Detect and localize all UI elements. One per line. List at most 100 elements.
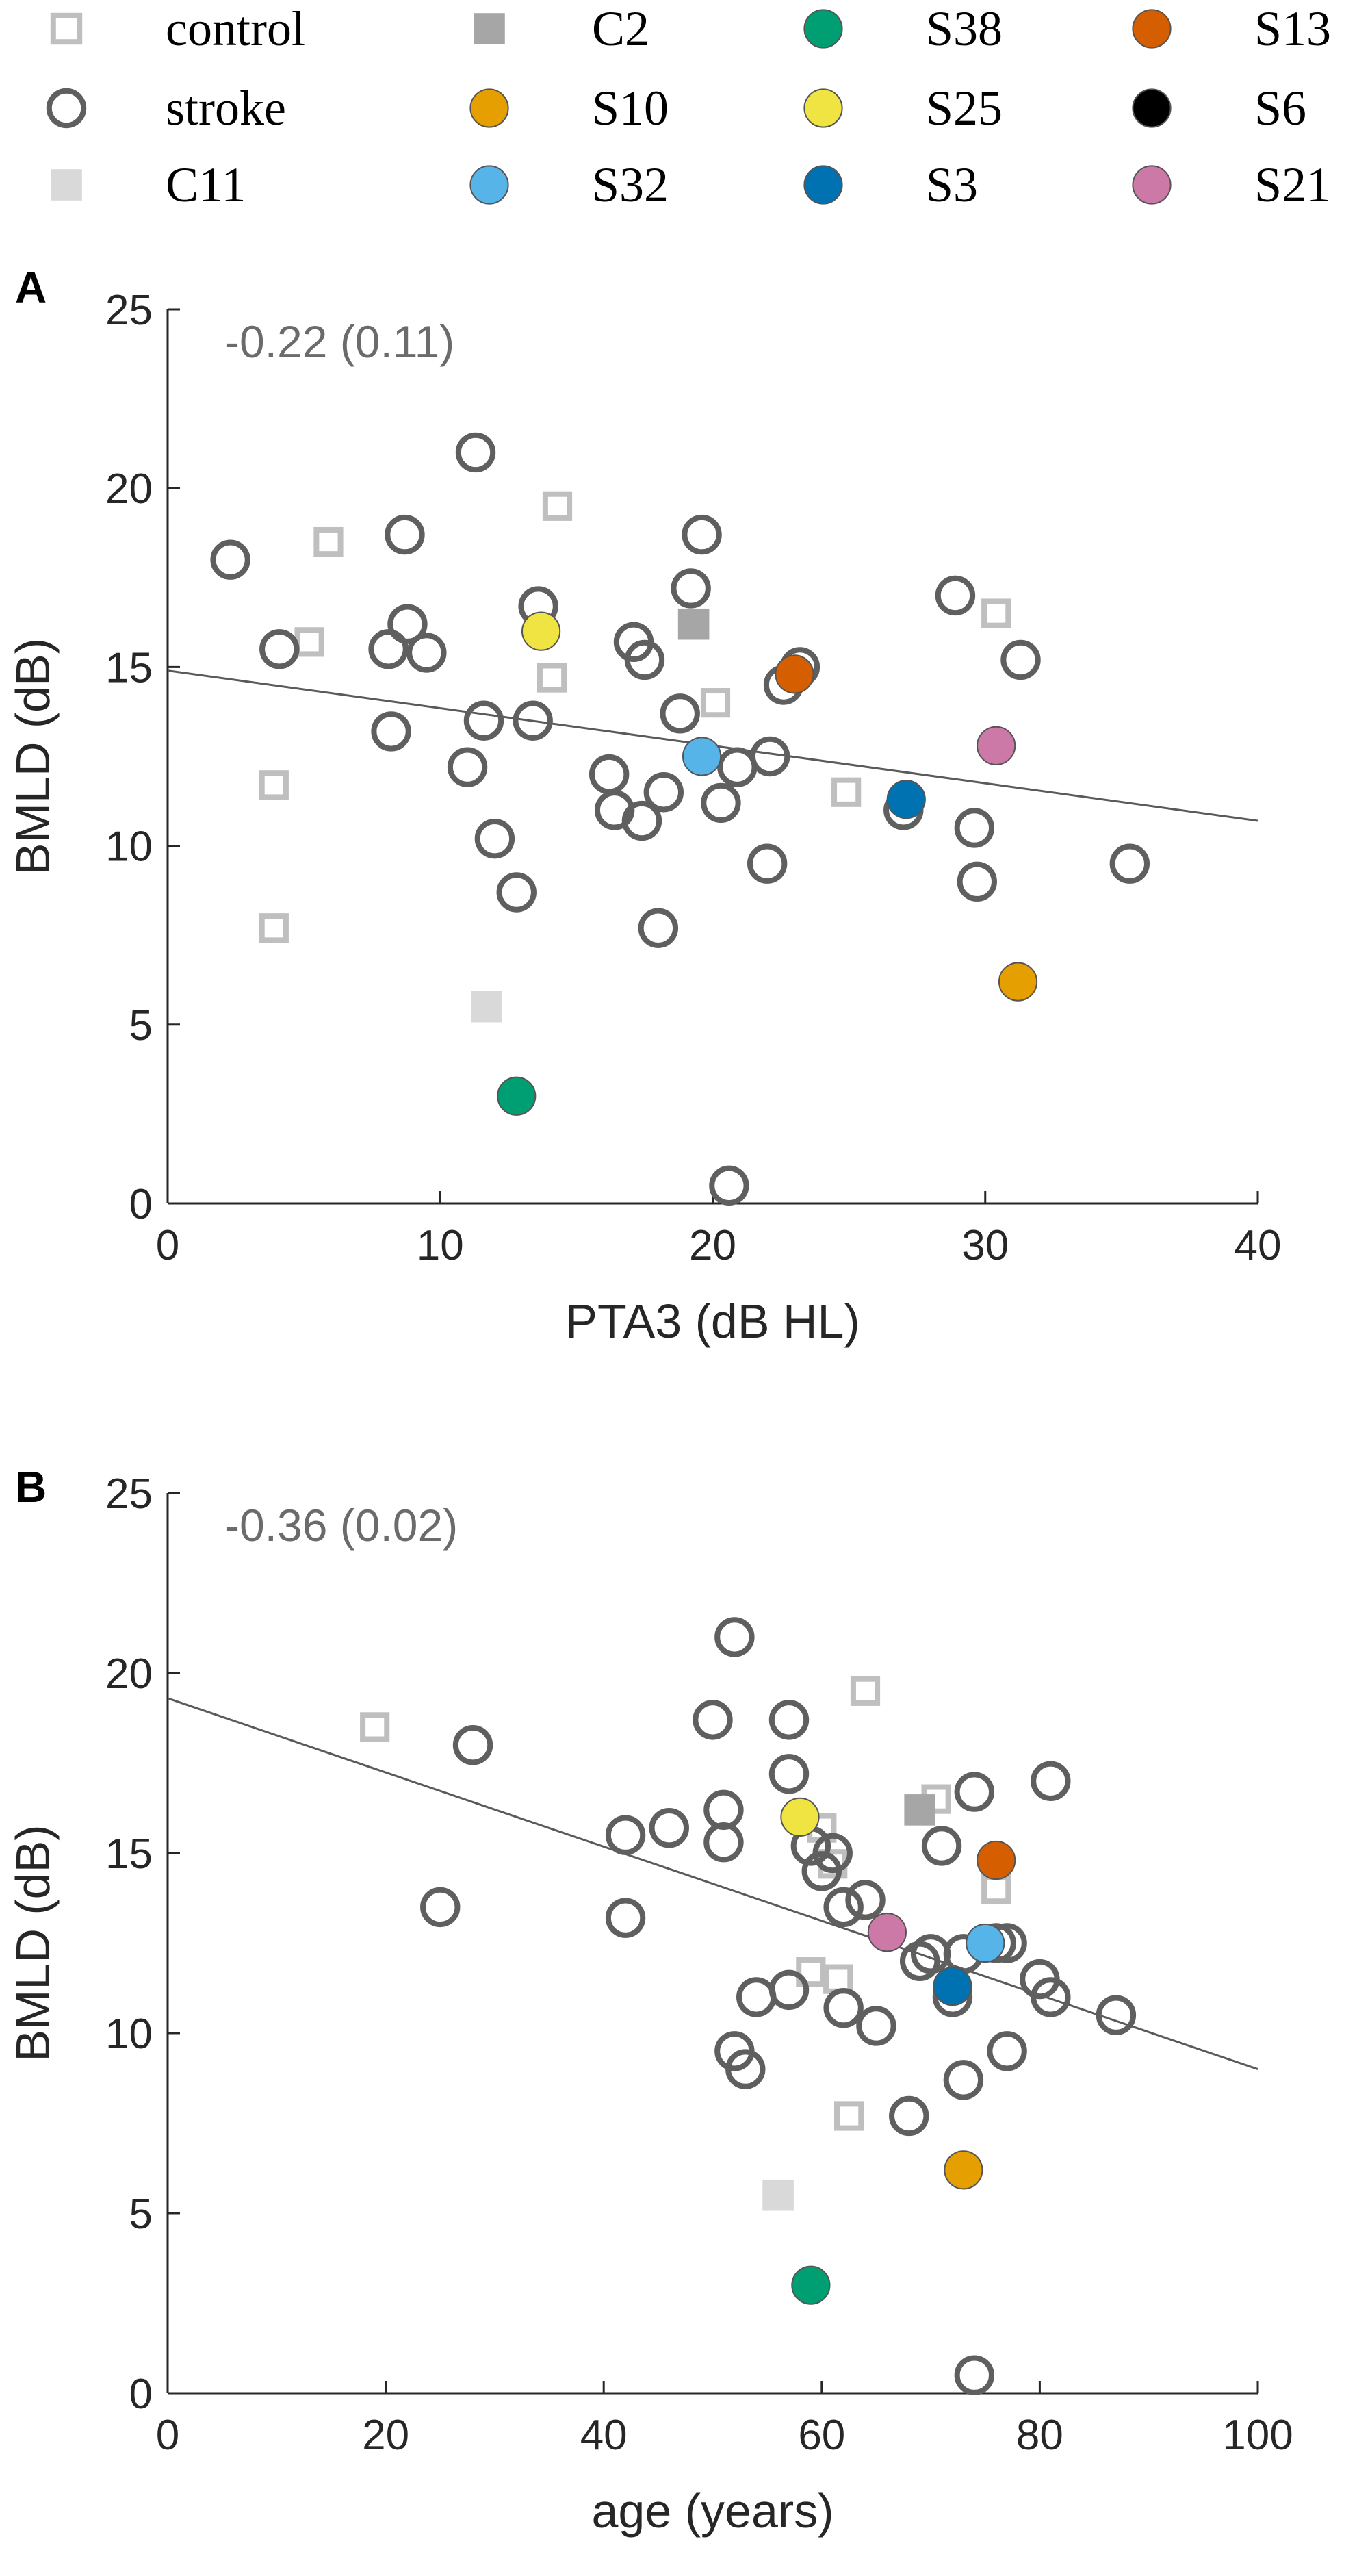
y-tick-label: 15 [105, 644, 153, 691]
stroke-point [1031, 1977, 1071, 2017]
legend-marker-s21 [1132, 165, 1172, 205]
stroke-point [987, 2031, 1027, 2071]
y-tick-label: 25 [105, 1470, 153, 1518]
legend-marker-stroke [46, 88, 87, 129]
control-point [542, 491, 573, 521]
y-tick-label: 20 [105, 1650, 153, 1698]
x-tick-label: 40 [580, 2412, 628, 2459]
y-tick-label: 5 [129, 1002, 153, 1049]
y-tick-label: 10 [105, 2011, 153, 2058]
stroke-point [921, 1826, 962, 1866]
x-tick-label: 20 [362, 2412, 409, 2459]
stroke-point [823, 1887, 864, 1928]
legend-entry-s13: S13 [1132, 1, 1331, 56]
legend-label-s32: S32 [592, 157, 669, 212]
control-point [834, 2101, 864, 2131]
stroke-point [455, 432, 496, 473]
x-tick-label: 80 [1016, 2412, 1063, 2459]
correlation-annotation: -0.36 (0.02) [224, 1500, 458, 1551]
point-s21 [977, 726, 1016, 765]
point-s25 [521, 611, 561, 651]
x-tick-label: 20 [689, 1222, 736, 1269]
point-s13 [977, 1840, 1016, 1880]
legend-entry-c11: C11 [51, 157, 246, 212]
panel-letter: B [15, 1462, 47, 1512]
x-tick-label: 60 [798, 2412, 845, 2459]
legend-marker-s3 [803, 165, 843, 205]
stroke-point [387, 604, 428, 644]
legend-entry-s38: S38 [803, 1, 1003, 56]
stroke-point [768, 1969, 810, 2011]
stroke-point [935, 575, 976, 616]
stroke-point [420, 1887, 461, 1928]
legend-marker-control [50, 12, 83, 45]
stroke-point [624, 639, 665, 680]
stroke-point [1000, 639, 1041, 680]
stroke-point [1031, 1761, 1071, 1802]
stroke-point [452, 1725, 493, 1765]
panel-letter: A [15, 263, 47, 312]
stroke-point [725, 2049, 766, 2089]
y-tick-label: 25 [105, 287, 153, 334]
stroke-point [954, 2355, 995, 2395]
point-s38 [497, 1076, 537, 1116]
legend-entry-s10: S10 [469, 81, 669, 136]
stroke-point [513, 700, 553, 741]
legend-entry-s25: S25 [803, 81, 1003, 136]
control-point [981, 1874, 1011, 1904]
legend: control stroke C11 C2 S10 S32 S38 S25 S3 S13 S6 S21 [46, 1, 1331, 212]
stroke-point [823, 1987, 864, 2028]
control-point [850, 1676, 881, 1706]
stroke-point [447, 747, 488, 787]
control-point [294, 627, 324, 657]
point-s3 [933, 1967, 972, 2006]
legend-entry-c2: C2 [474, 1, 649, 56]
stroke-point [747, 843, 788, 884]
legend-label-s10: S10 [592, 81, 669, 136]
legend-label-control: control [166, 1, 305, 56]
correlation-annotation: -0.22 (0.11) [224, 316, 454, 367]
stroke-point [1109, 843, 1150, 884]
legend-entry-stroke: stroke [46, 81, 286, 136]
stroke-point [638, 908, 679, 948]
y-axis-title: BMLD (dB) [6, 638, 60, 875]
x-tick-label: 0 [156, 1222, 179, 1269]
legend-label-s25: S25 [926, 81, 1003, 136]
stroke-point [605, 1815, 646, 1855]
y-tick-label: 20 [105, 466, 153, 513]
control-point [700, 688, 731, 718]
stroke-point [736, 1977, 777, 2017]
stroke-point [703, 1822, 744, 1863]
legend-marker-s38 [803, 9, 843, 49]
point-s32 [966, 1923, 1005, 1963]
stroke-point [943, 2060, 984, 2100]
stroke-point [856, 2006, 896, 2046]
legend-entry-s21: S21 [1132, 157, 1331, 212]
x-axis-title: age (years) [591, 2484, 833, 2538]
x-axis-title: PTA3 (dB HL) [565, 1295, 860, 1348]
point-s13 [775, 654, 814, 694]
point-c11 [762, 2179, 794, 2211]
control-point [796, 1956, 826, 1987]
stroke-point [714, 1617, 755, 1657]
legend-label-stroke: stroke [166, 81, 286, 136]
control-point [313, 526, 344, 557]
x-tick-label: 40 [1235, 1222, 1282, 1269]
panel-a: 0 5 10 15 20 25 0 10 20 30 40 PTA3 (dB HL) BMLD (dB)… [6, 263, 1281, 1348]
stroke-point [210, 539, 250, 580]
stroke-point [259, 629, 300, 669]
stroke-point [406, 633, 447, 673]
panel-b: 0 5 10 15 20 25 0 20 40 60 80 100 age (years) BMLD (d… [6, 1462, 1293, 2538]
legend-marker-s32 [469, 165, 509, 205]
stroke-point [768, 1754, 810, 1794]
control-point [831, 777, 862, 807]
control-point [823, 1964, 853, 1994]
legend-label-c11: C11 [166, 157, 246, 212]
point-s10 [944, 2150, 983, 2190]
stroke-point [371, 711, 411, 752]
stroke-point [889, 2095, 929, 2137]
stroke-point [957, 861, 998, 902]
point-s21 [867, 1913, 907, 1952]
x-tick-label: 0 [156, 2412, 179, 2459]
